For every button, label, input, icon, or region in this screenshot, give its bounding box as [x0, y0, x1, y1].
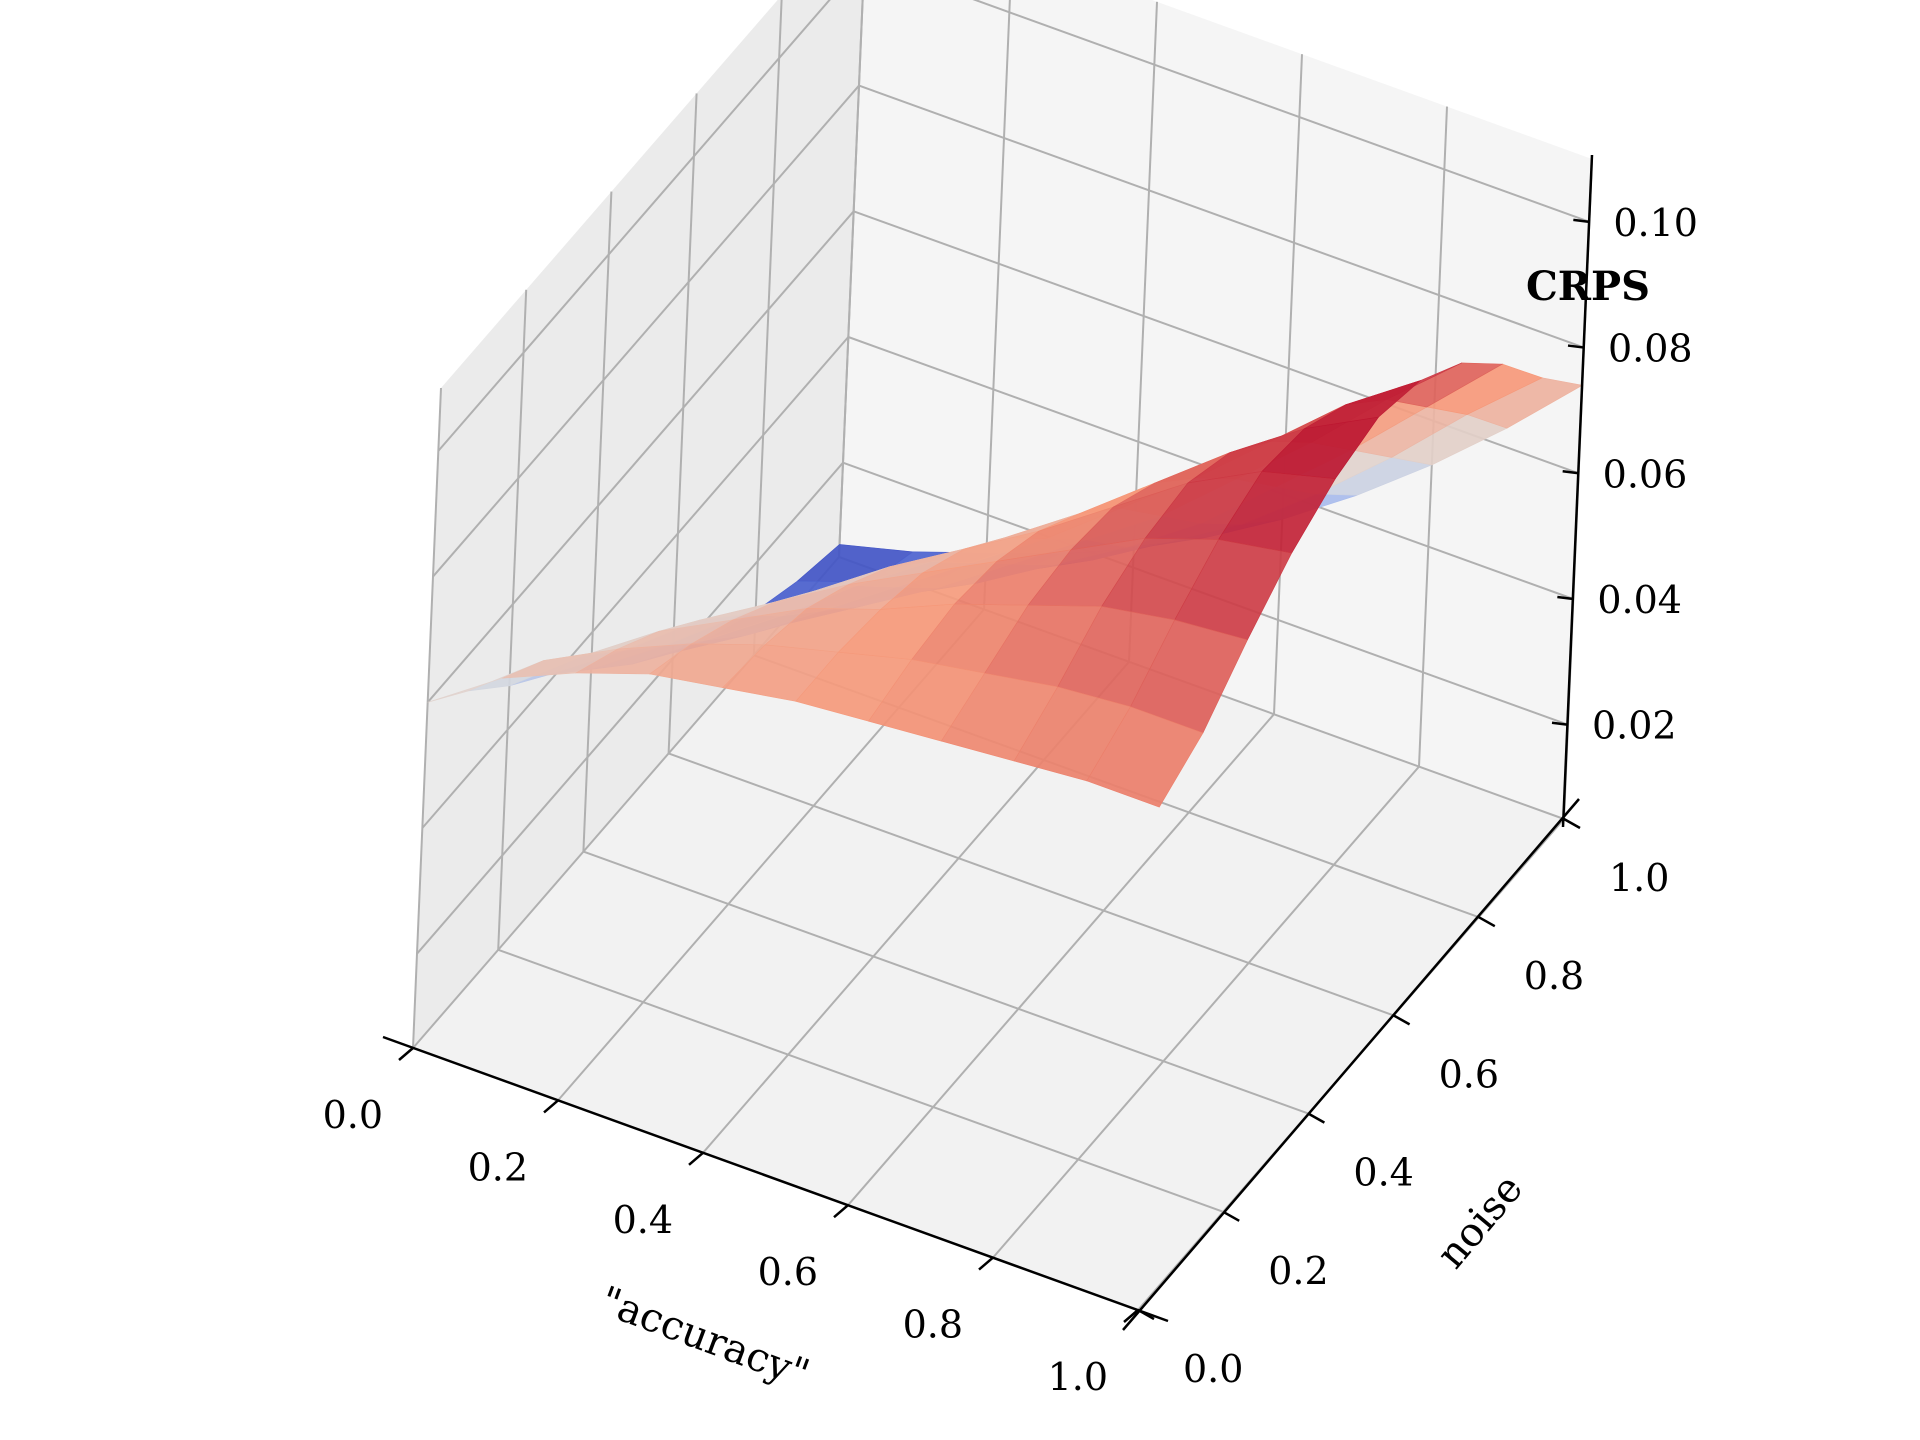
back-gridline: [1273, 54, 1303, 715]
back-gridline: [983, 0, 1011, 610]
x-tick-label: 0.0: [323, 1093, 383, 1137]
x-tick: [1123, 1309, 1139, 1323]
x-tick: [398, 1047, 414, 1061]
x-tick: [688, 1151, 704, 1166]
z-tick: [1567, 344, 1585, 349]
y-tick: [1222, 1210, 1240, 1222]
x-tick: [543, 1099, 559, 1114]
axes-lines: 0.0 0.2 0.4 0.6 0.8 1.0 0.0 0.2 0.4 0.6 0.8 1.0 0.02…: [323, 154, 1698, 1399]
surface-mesh: [427, 362, 1584, 808]
x-axis-label: "accuracy": [594, 1278, 815, 1398]
z-tick-label: 0.10: [1613, 201, 1698, 245]
y-axis-label: noise: [1428, 1166, 1532, 1277]
floor-gridline: [668, 752, 1394, 1017]
floor-pane: [413, 557, 1564, 1310]
left-pane: [413, 0, 863, 1048]
z-tick-label: 0.06: [1603, 452, 1688, 496]
left-gridline: [421, 336, 850, 829]
y-tick-label: 0.4: [1353, 1151, 1413, 1195]
x-tick-label: 1.0: [1048, 1355, 1108, 1399]
left-gridline: [432, 84, 860, 578]
left-gridline: [412, 387, 442, 1049]
left-gridline: [426, 210, 855, 703]
y-tick-label: 1.0: [1609, 856, 1669, 900]
z-tick: [1557, 595, 1574, 601]
left-gridline: [437, 0, 831, 452]
left-gridline: [497, 289, 528, 950]
floor-gridline: [847, 713, 1275, 1206]
z-axis-label: CRPS: [1526, 263, 1650, 310]
back-gridline: [858, 84, 1585, 349]
z-tick: [1573, 218, 1590, 224]
surface-patch: [1086, 706, 1204, 808]
y-tick-label: 0.0: [1183, 1347, 1243, 1391]
z-tick: [1562, 470, 1579, 475]
y-tick: [1307, 1112, 1326, 1124]
x-tick: [833, 1204, 849, 1219]
x-tick-label: 0.8: [903, 1303, 963, 1347]
y-tick-label: 0.8: [1524, 954, 1584, 998]
z-tick-label: 0.08: [1608, 327, 1693, 371]
y-tick-label: 0.6: [1439, 1052, 1499, 1096]
z-tick-label: 0.02: [1592, 704, 1677, 748]
back-gridline: [972, 0, 1590, 223]
x-tick-label: 0.2: [468, 1145, 528, 1189]
left-gridline: [416, 462, 844, 955]
floor-gridline: [583, 850, 1309, 1115]
x-axis-line: [382, 1035, 1169, 1323]
x-tick: [978, 1256, 994, 1271]
y-axis-line: [1122, 798, 1580, 1331]
y-tick: [1563, 817, 1581, 830]
left-gridline: [582, 191, 613, 852]
floor-gridline: [497, 948, 1224, 1213]
y-tick: [1392, 1014, 1411, 1026]
z-tick-label: 0.04: [1597, 578, 1682, 622]
x-tick-label: 0.6: [758, 1250, 818, 1294]
x-tick-label: 0.4: [613, 1198, 673, 1242]
z-axis-line: [1561, 154, 1594, 828]
left-gridline: [752, 0, 783, 656]
floor-gridline: [992, 765, 1420, 1259]
z-tick: [1551, 721, 1569, 726]
y-tick: [1137, 1308, 1155, 1321]
left-gridline: [838, 0, 864, 558]
y-tick: [1478, 916, 1496, 928]
y-tick-label: 0.2: [1268, 1249, 1328, 1293]
